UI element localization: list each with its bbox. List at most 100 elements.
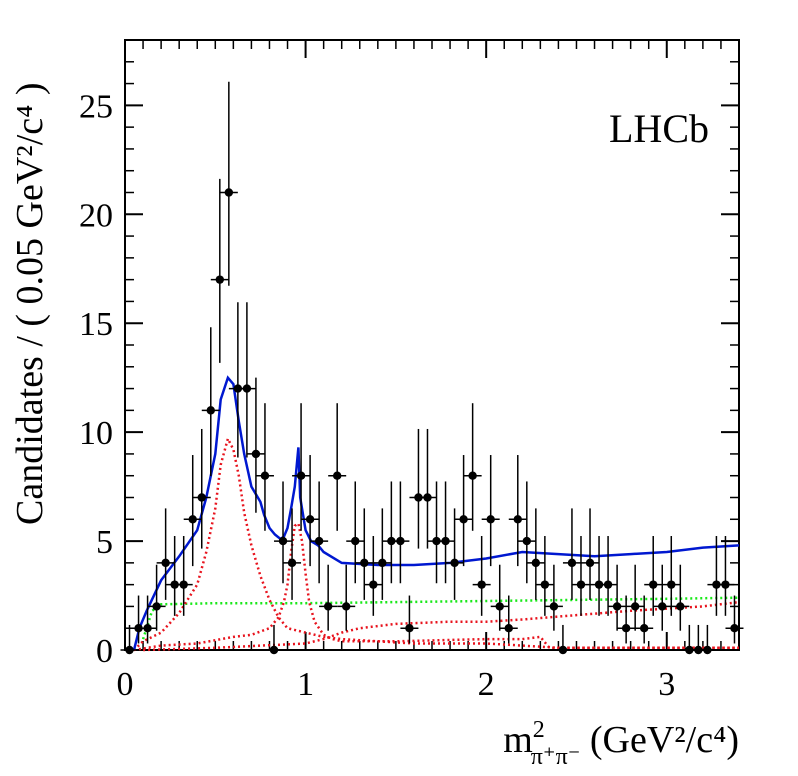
data-point <box>454 455 473 567</box>
data-point <box>599 536 618 616</box>
data-point <box>246 377 265 513</box>
data-marker <box>242 384 252 393</box>
data-point <box>219 81 238 286</box>
y-tick-label: 5 <box>96 524 113 561</box>
data-marker <box>125 645 134 655</box>
data-marker <box>369 580 378 589</box>
data-marker <box>287 558 297 568</box>
data-marker <box>459 515 468 524</box>
data-marker <box>630 602 640 611</box>
data-marker <box>730 624 739 633</box>
data-marker <box>567 558 577 568</box>
data-point <box>608 564 627 631</box>
data-point <box>653 564 672 631</box>
y-axis-title: Candidates / ( 0.05 GeV²/c⁴ ) <box>9 82 51 525</box>
data-marker <box>332 471 342 480</box>
data-marker <box>233 384 243 393</box>
data-points <box>120 81 744 655</box>
data-point <box>490 564 509 631</box>
data-point <box>283 508 302 600</box>
data-marker <box>504 624 513 633</box>
y-tick-label: 15 <box>79 306 113 343</box>
x-axis-title-units: (GeV²/c⁴) <box>580 719 739 761</box>
data-marker <box>179 580 188 589</box>
data-point <box>237 302 256 458</box>
data-marker <box>152 602 161 611</box>
data-marker <box>305 515 315 524</box>
data-point <box>192 428 211 549</box>
data-marker <box>134 624 143 633</box>
data-marker <box>513 515 522 524</box>
data-point <box>301 455 320 567</box>
data-point <box>644 536 663 616</box>
data-point <box>571 536 590 616</box>
data-point <box>409 428 428 549</box>
y-tick-label: 10 <box>79 415 113 452</box>
data-point <box>427 481 446 584</box>
data-point <box>725 595 744 644</box>
data-marker <box>441 536 450 546</box>
data-marker <box>667 580 676 589</box>
data-point <box>472 536 491 616</box>
data-marker <box>143 624 152 633</box>
data-point <box>156 508 175 600</box>
x-tick-label: 1 <box>297 666 314 703</box>
lhcb-annotation: LHCb <box>609 106 709 151</box>
data-marker <box>531 558 541 568</box>
data-marker <box>612 602 622 611</box>
data-marker <box>603 580 613 589</box>
data-marker <box>558 645 568 655</box>
data-point <box>391 481 410 584</box>
data-marker <box>585 558 595 568</box>
data-marker <box>342 602 351 611</box>
data-point <box>508 455 527 567</box>
data-marker <box>540 580 550 589</box>
data-marker <box>278 536 288 546</box>
data-marker <box>450 558 459 568</box>
data-point <box>590 536 609 616</box>
data-marker <box>639 624 649 633</box>
data-point <box>626 564 645 631</box>
data-marker <box>621 624 631 633</box>
data-point <box>147 564 166 631</box>
x-axis-title-sub: π⁺π⁻ <box>531 744 581 770</box>
data-point <box>138 595 157 644</box>
data-point <box>526 508 545 600</box>
data-point <box>635 595 654 644</box>
x-tick-label: 0 <box>117 666 134 703</box>
data-marker <box>269 645 279 655</box>
data-point <box>310 481 329 584</box>
data-marker <box>396 536 405 546</box>
data-marker <box>414 493 423 502</box>
y-tick-label: 25 <box>79 88 113 125</box>
data-point <box>382 481 401 584</box>
data-marker <box>721 580 730 589</box>
data-point <box>517 481 536 584</box>
data-point <box>337 564 356 631</box>
data-point <box>373 508 392 600</box>
data-marker <box>197 493 206 502</box>
data-marker <box>594 580 604 589</box>
data-point <box>120 624 139 655</box>
data-point <box>255 403 274 531</box>
data-marker <box>296 471 306 480</box>
data-marker <box>712 580 721 589</box>
data-point <box>364 536 383 616</box>
data-point <box>328 403 347 531</box>
data-point <box>201 327 220 477</box>
data-marker <box>477 580 486 589</box>
data-point <box>716 536 735 616</box>
x-axis-title-sup: 2 <box>533 717 545 743</box>
series-line-component-a <box>133 435 739 651</box>
data-point <box>698 624 717 655</box>
data-point <box>499 595 518 644</box>
data-marker <box>387 536 396 546</box>
data-point <box>445 508 464 600</box>
data-marker <box>432 536 441 546</box>
data-marker <box>161 558 170 568</box>
data-point <box>662 536 681 616</box>
data-marker <box>694 645 703 655</box>
data-marker <box>206 406 215 415</box>
data-marker <box>549 602 559 611</box>
